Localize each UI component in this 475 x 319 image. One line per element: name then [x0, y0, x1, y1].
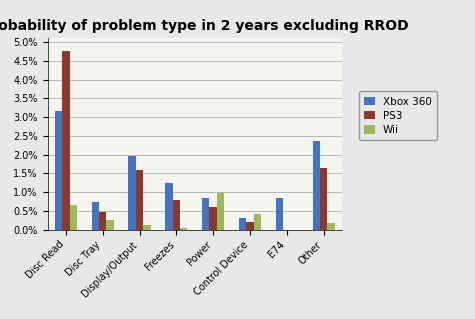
Bar [202, 198, 209, 230]
Bar [128, 157, 136, 230]
Bar [92, 202, 99, 230]
Bar [247, 222, 254, 230]
Bar [70, 205, 77, 230]
Bar [209, 207, 217, 230]
Bar [180, 228, 187, 230]
Bar [99, 212, 106, 230]
Bar [254, 213, 261, 230]
Title: Probability of problem type in 2 years excluding RROD: Probability of problem type in 2 years e… [0, 19, 408, 33]
Bar [55, 111, 62, 230]
Bar [173, 200, 180, 230]
Bar [106, 220, 114, 230]
Bar [165, 183, 173, 230]
Bar [217, 193, 224, 230]
Bar [313, 142, 320, 230]
Bar [62, 51, 70, 230]
Legend: Xbox 360, PS3, Wii: Xbox 360, PS3, Wii [359, 91, 437, 140]
Bar [320, 168, 327, 230]
Bar [276, 198, 283, 230]
Bar [327, 223, 335, 230]
Bar [136, 170, 143, 230]
Bar [143, 225, 151, 230]
Bar [239, 219, 247, 230]
